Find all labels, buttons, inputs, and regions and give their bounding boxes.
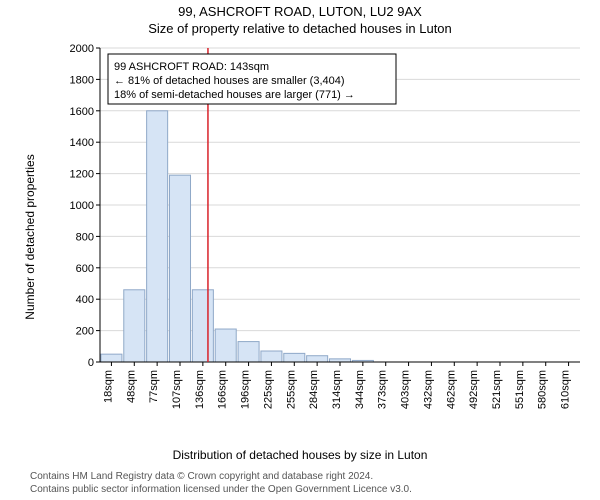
x-axis-label: Distribution of detached houses by size …	[0, 448, 600, 462]
sub-title: Size of property relative to detached ho…	[0, 21, 600, 36]
x-tick-label: 521sqm	[491, 370, 503, 409]
annotation-line: 18% of semi-detached houses are larger (…	[114, 89, 355, 101]
x-tick-label: 492sqm	[468, 370, 480, 409]
bar	[307, 356, 328, 362]
y-tick-label: 1800	[70, 74, 94, 86]
y-tick-label: 1600	[70, 106, 94, 118]
y-tick-label: 200	[76, 326, 94, 338]
footnote-line1: Contains HM Land Registry data © Crown c…	[30, 471, 412, 484]
annotation-line: 99 ASHCROFT ROAD: 143sqm	[114, 61, 269, 73]
x-tick-label: 344sqm	[354, 370, 366, 409]
y-axis-label: Number of detached properties	[23, 137, 37, 337]
footnote-line2: Contains public sector information licen…	[30, 484, 412, 497]
footnote: Contains HM Land Registry data © Crown c…	[30, 471, 412, 496]
main-title: 99, ASHCROFT ROAD, LUTON, LU2 9AX	[0, 4, 600, 19]
bar	[238, 342, 259, 362]
bar	[192, 290, 213, 362]
y-tick-label: 0	[88, 357, 94, 369]
y-tick-label: 600	[76, 263, 94, 275]
x-tick-label: 166sqm	[217, 370, 229, 409]
annotation-line: ← 81% of detached houses are smaller (3,…	[114, 75, 345, 87]
x-tick-label: 432sqm	[422, 370, 434, 409]
bar	[215, 329, 236, 362]
y-tick-label: 400	[76, 294, 94, 306]
chart-svg: 0 200 400 600 800 1000 1200 1400 1600 1800 2000 18s…	[66, 44, 586, 404]
y-tick-label: 1000	[70, 200, 94, 212]
x-tick-label: 403sqm	[400, 370, 412, 409]
y-tick-label: 1200	[70, 169, 94, 181]
y-tick-label: 2000	[70, 43, 94, 55]
x-tick-label: 107sqm	[171, 370, 183, 409]
x-tick-label: 18sqm	[102, 370, 114, 403]
x-tick-label: 373sqm	[377, 370, 389, 409]
x-tick-label: 196sqm	[240, 370, 252, 409]
x-tick-label: 225sqm	[262, 370, 274, 409]
x-tick-label: 580sqm	[537, 370, 549, 409]
y-tick-label: 1400	[70, 137, 94, 149]
bar	[147, 111, 168, 362]
bar	[284, 353, 305, 362]
title-block: 99, ASHCROFT ROAD, LUTON, LU2 9AX Size o…	[0, 4, 600, 36]
x-tick-label: 314sqm	[331, 370, 343, 409]
bar	[101, 354, 122, 362]
bar	[124, 290, 145, 362]
bar	[261, 351, 282, 362]
plot-area: 0 200 400 600 800 1000 1200 1400 1600 1800 2000 18s…	[66, 44, 586, 404]
x-tick-label: 551sqm	[514, 370, 526, 409]
x-tick-label: 77sqm	[148, 370, 160, 403]
x-tick-label: 610sqm	[560, 370, 572, 409]
x-tick-label: 255sqm	[285, 370, 297, 409]
x-tick-label: 48sqm	[125, 370, 137, 403]
x-tick-label: 462sqm	[445, 370, 457, 409]
bar	[169, 175, 190, 362]
x-tick-label: 136sqm	[194, 370, 206, 409]
x-tick-label: 284sqm	[308, 370, 320, 409]
y-tick-label: 800	[76, 231, 94, 243]
